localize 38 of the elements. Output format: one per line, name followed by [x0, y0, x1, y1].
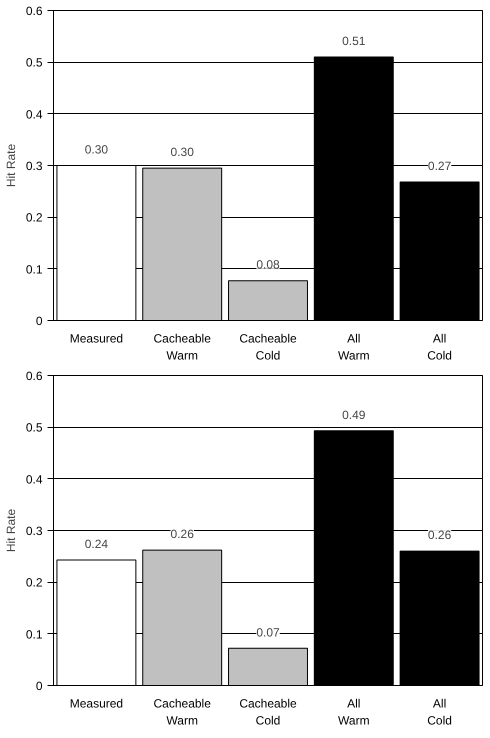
data-label: 0.26 — [428, 528, 452, 542]
y-tick-label: 0.1 — [26, 262, 43, 276]
data-label: 0.49 — [342, 408, 366, 422]
data-label: 0.30 — [84, 142, 108, 156]
bar — [228, 648, 308, 686]
x-tick-label: Measured — [70, 696, 124, 710]
x-tick-label: Cacheable Warm — [154, 332, 212, 362]
data-label: 0.07 — [256, 625, 280, 640]
x-tick-label: Cacheable Warm — [154, 696, 212, 728]
y-tick-label: 0.6 — [26, 4, 43, 18]
x-tick-label: Measured — [70, 332, 124, 346]
data-label: 0.30 — [170, 145, 194, 160]
y-tick-label: 0.5 — [26, 56, 43, 70]
x-tick-label: All Warm — [338, 696, 370, 728]
y-tick-label: 0.3 — [26, 524, 43, 538]
data-label: 0.27 — [428, 159, 452, 174]
y-tick-label: 0.3 — [26, 159, 43, 173]
x-tick-label: Cacheable Cold — [239, 332, 298, 362]
x-tick-label: All Cold — [427, 332, 452, 362]
data-label: 0.24 — [84, 536, 108, 551]
y-tick-label: 0.5 — [26, 420, 43, 435]
y-tick-label: 0.1 — [26, 627, 43, 642]
y-tick-label: 0.4 — [26, 472, 43, 486]
y-axis-title: Hit Rate — [4, 144, 18, 188]
y-tick-label: 0.2 — [26, 576, 43, 590]
data-label: 0.08 — [256, 258, 280, 272]
data-label: 0.26 — [170, 527, 194, 542]
y-tick-label: 0 — [36, 679, 43, 693]
y-tick-label: 0.4 — [26, 107, 43, 122]
y-axis-title: Hit Rate — [4, 508, 18, 552]
x-tick-label: All Cold — [427, 696, 452, 728]
y-tick-label: 0 — [36, 314, 43, 328]
x-tick-label: Cacheable Cold — [239, 696, 298, 728]
data-label: 0.51 — [342, 34, 366, 48]
x-tick-label: All Warm — [338, 332, 370, 362]
bar — [228, 280, 308, 320]
y-tick-label: 0.6 — [26, 369, 43, 383]
y-tick-label: 0.2 — [26, 210, 43, 225]
